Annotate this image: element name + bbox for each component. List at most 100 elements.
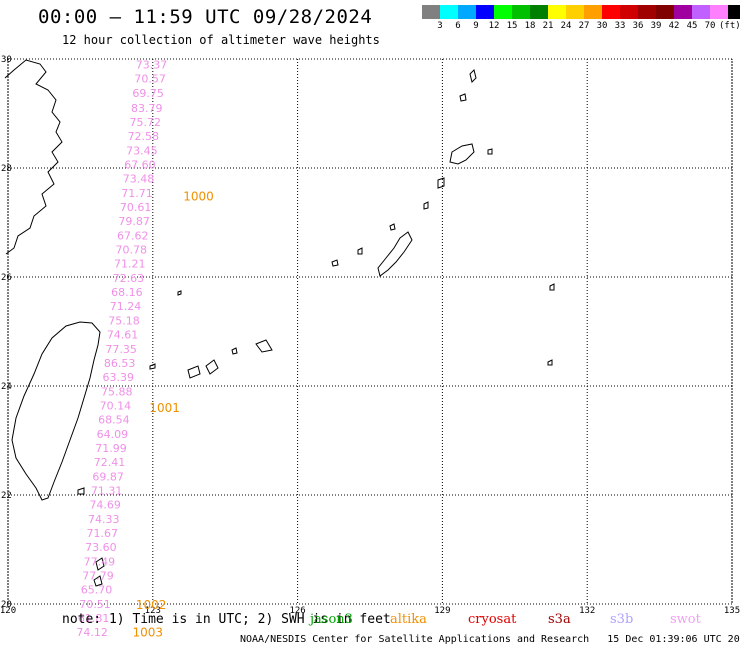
scale-swatch (512, 5, 530, 19)
scale-swatch (692, 5, 710, 19)
wave-height-label: 74.69 (89, 499, 121, 512)
wave-height-label: 79.87 (118, 215, 150, 228)
lat-tick-label: 24 (1, 382, 12, 392)
scale-swatch (566, 5, 584, 19)
scale-label: 70 (704, 21, 716, 31)
wave-height-label: 71.21 (114, 258, 146, 271)
yonaguni (149, 363, 156, 370)
footer-credit: NOAA/NESDIS Center for Satellite Applica… (240, 634, 740, 645)
tarama (231, 347, 238, 355)
wave-height-label: 70.78 (116, 244, 148, 257)
lon-tick-label: 120 (0, 606, 16, 616)
satellite-label: jason3 (310, 612, 353, 627)
map-subtitle: 12 hour collection of altimeter wave hei… (62, 33, 380, 47)
lon-tick-label: 123 (145, 606, 161, 616)
wave-height-label: 73.37 (136, 58, 168, 71)
wave-height-label: 73.45 (126, 144, 158, 157)
wave-height-label: 72.63 (113, 272, 145, 285)
okinoerabu (437, 177, 445, 189)
wave-height-label: 72.41 (94, 456, 126, 469)
wave-height-label: 86.53 (104, 357, 136, 370)
scale-label: 21 (542, 21, 554, 31)
tokunoshima (423, 201, 429, 210)
kume (357, 247, 363, 255)
coastlines (4, 59, 555, 587)
lon-tick-label: 132 (579, 606, 595, 616)
wave-height-label: 74.61 (107, 329, 139, 342)
lon-tick-label: 129 (434, 606, 450, 616)
scale-swatch (638, 5, 656, 19)
wave-height-label: 71.67 (87, 527, 119, 540)
wave-height-label: 68.16 (111, 286, 143, 299)
iriomote (187, 365, 201, 379)
station-label: 1003 (133, 626, 164, 640)
wave-height-label: 75.18 (108, 314, 140, 327)
lat-tick-label: 22 (1, 491, 12, 501)
senkaku (177, 290, 182, 296)
wave-height-label: 72.58 (128, 130, 160, 143)
scale-swatch (548, 5, 566, 19)
wave-height-label: 73.48 (123, 173, 155, 186)
china-coast (4, 59, 63, 255)
tanegashima (469, 69, 477, 83)
scale-swatch (656, 5, 674, 19)
wave-height-label: 70.57 (134, 72, 166, 85)
wave-height-label: 77.35 (105, 343, 137, 356)
satellite-label: altika (390, 612, 427, 627)
scale-label: 15 (506, 21, 518, 31)
okinawa (377, 231, 413, 277)
station-labels: 1000 1001 1002 1003 (133, 190, 214, 640)
scale-label: 42 (668, 21, 680, 31)
station-label: 1000 (183, 190, 214, 204)
lon-tick-label: 126 (289, 606, 305, 616)
map-title: 00:00 – 11:59 UTC 09/28/2024 (38, 6, 373, 28)
yoron (389, 223, 396, 231)
scale-label: 12 (488, 21, 500, 31)
scale-label: 24 (560, 21, 572, 31)
axis-tick-labels: 120 123 126 129 132 135 30 28 26 24 22 20 (0, 55, 740, 616)
wave-height-label: 69.87 (92, 470, 124, 483)
wave-height-label: 71.71 (121, 187, 153, 200)
wave-height-label: 70.14 (100, 399, 132, 412)
scale-swatch (440, 5, 458, 19)
kikai (487, 148, 493, 155)
scale-swatch (476, 5, 494, 19)
scale-swatch (674, 5, 692, 19)
wave-height-label: 74.12 (76, 626, 108, 639)
wave-height-label: 64.09 (97, 428, 129, 441)
scale-label: 30 (596, 21, 608, 31)
lat-tick-label: 28 (1, 164, 12, 174)
ishigaki (205, 359, 219, 375)
color-scale-labels: 3 6 9 12 15 18 21 24 27 30 33 36 39 42 45 70 (ft) (422, 21, 740, 31)
wave-height-label: 67.62 (117, 229, 149, 242)
scale-swatch (458, 5, 476, 19)
scale-label: (ft) (719, 21, 740, 31)
yakushima (459, 93, 467, 102)
batanes (95, 557, 105, 571)
scale-swatch (710, 5, 728, 19)
amami (449, 143, 475, 165)
wave-height-label: 74.33 (88, 513, 120, 526)
miyako (255, 339, 273, 353)
scale-swatch (602, 5, 620, 19)
scale-swatch (620, 5, 638, 19)
map-frame (7, 58, 733, 605)
scale-swatch (584, 5, 602, 19)
lat-tick-label: 30 (1, 55, 12, 65)
station-label: 1001 (149, 401, 180, 415)
station-label: 1002 (136, 598, 167, 612)
wave-height-label: 73.60 (85, 541, 117, 554)
scale-swatch (494, 5, 512, 19)
lat-tick-label: 26 (1, 273, 12, 283)
scale-label: 45 (686, 21, 698, 31)
scale-swatch (422, 5, 440, 19)
wave-height-label: 67.60 (124, 159, 156, 172)
daito-south (547, 359, 553, 366)
wave-height-label: 75.72 (130, 116, 162, 129)
scale-label: 6 (455, 21, 461, 31)
satellite-label: s3a (548, 612, 571, 627)
footnote: note: 1) Time is in UTC; 2) SWH is in fe… (62, 612, 391, 627)
wave-height-label: 65.70 (81, 584, 113, 597)
satellite-label: cryosat (468, 612, 517, 627)
